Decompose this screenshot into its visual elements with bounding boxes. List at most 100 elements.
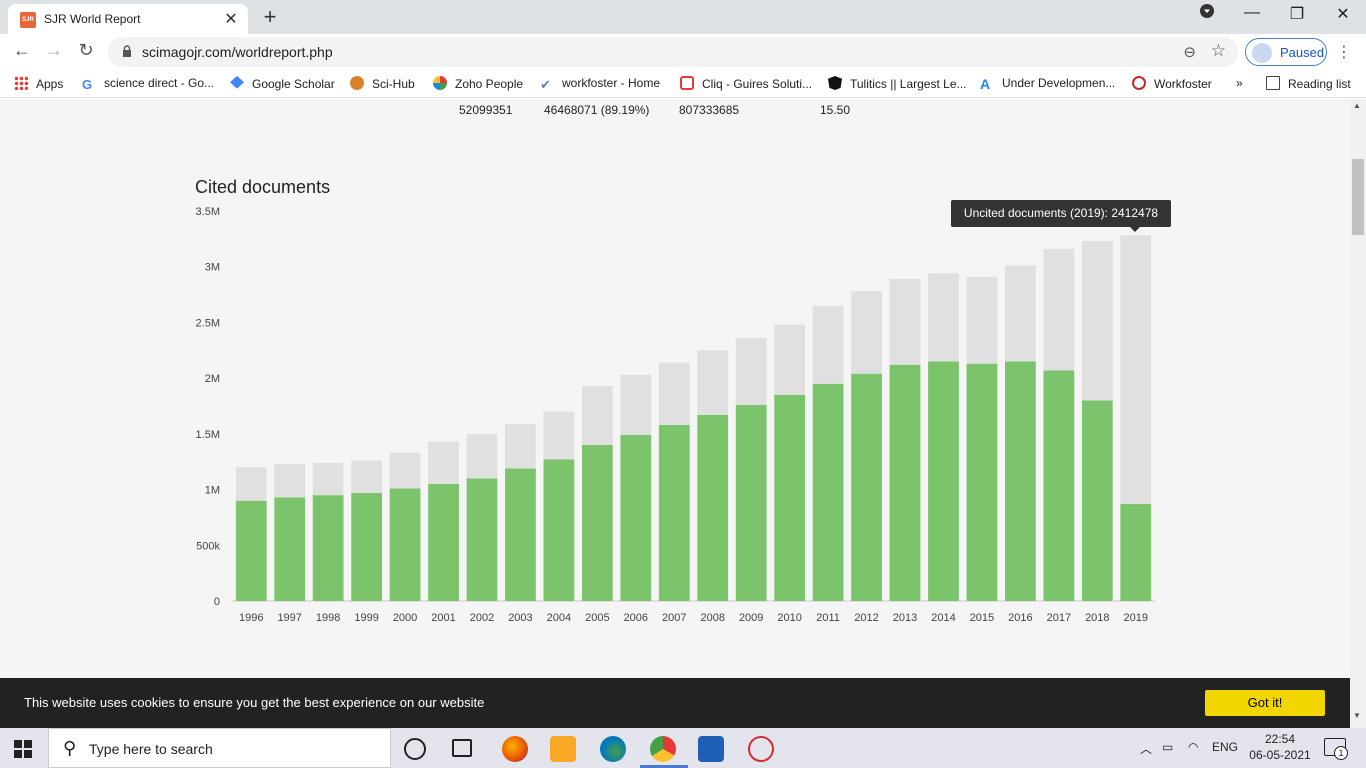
snipping-tool-icon[interactable] <box>748 736 774 762</box>
bar-uncited-2009[interactable] <box>735 338 767 405</box>
bar-cited-2018[interactable] <box>1081 400 1113 601</box>
task-view-icon[interactable] <box>452 739 472 757</box>
close-window-button[interactable]: ✕ <box>1336 6 1350 23</box>
clock-date[interactable]: 06-05-2021 <box>1249 748 1311 762</box>
back-icon[interactable]: ← <box>13 40 31 60</box>
bar-uncited-1998[interactable] <box>312 462 344 496</box>
windows-start-icon[interactable] <box>14 740 32 758</box>
bar-cited-2013[interactable] <box>889 364 921 601</box>
bar-cited-2012[interactable] <box>851 373 882 601</box>
bar-cited-2002[interactable] <box>466 478 498 601</box>
cookie-accept-button[interactable]: Got it! <box>1205 690 1325 716</box>
bar-cited-2016[interactable] <box>1005 361 1036 601</box>
bar-cited-2004[interactable] <box>543 459 575 601</box>
bar-uncited-2000[interactable] <box>389 452 421 489</box>
bar-cited-2003[interactable] <box>505 468 536 601</box>
bar-uncited-2008[interactable] <box>697 350 729 415</box>
bar-uncited-2016[interactable] <box>1005 265 1036 362</box>
close-tab-icon[interactable]: ✕ <box>224 11 238 28</box>
bar-cited-1996[interactable] <box>235 500 267 601</box>
bar-uncited-2018[interactable] <box>1081 241 1113 401</box>
more-menu-icon[interactable]: ⋮ <box>1336 44 1352 61</box>
bar-uncited-2011[interactable] <box>812 305 844 384</box>
bar-uncited-2001[interactable] <box>428 441 459 484</box>
bar-uncited-2010[interactable] <box>774 324 806 395</box>
bar-cited-2000[interactable] <box>389 488 421 601</box>
zoom-icon[interactable]: ⊖ <box>1183 44 1196 61</box>
bar-cited-2019[interactable] <box>1120 504 1152 601</box>
bar-cited-1999[interactable] <box>351 492 382 601</box>
bookmark-under-development[interactable]: A Under Developmen... <box>980 76 1115 92</box>
restore-button[interactable]: ❐ <box>1289 6 1305 23</box>
minimize-button[interactable]: — <box>1244 4 1260 21</box>
bookmark-star-icon[interactable]: ☆ <box>1210 41 1226 60</box>
edge-icon[interactable] <box>600 736 626 762</box>
bar-uncited-2014[interactable] <box>928 273 959 362</box>
bar-cited-1997[interactable] <box>274 497 306 601</box>
bar-uncited-2006[interactable] <box>620 374 652 435</box>
bar-uncited-2007[interactable] <box>658 362 690 425</box>
bar-uncited-1996[interactable] <box>235 467 267 501</box>
wifi-icon[interactable]: ◠ <box>1188 740 1199 754</box>
bar-uncited-2004[interactable] <box>543 411 575 460</box>
bar-cited-2006[interactable] <box>620 434 652 601</box>
word-icon[interactable] <box>698 736 724 762</box>
bar-uncited-1999[interactable] <box>351 460 382 493</box>
bar-uncited-2013[interactable] <box>889 278 921 365</box>
bar-uncited-2015[interactable] <box>966 276 998 364</box>
show-hidden-icons[interactable]: ︿ <box>1140 742 1153 756</box>
new-tab-button[interactable]: + <box>263 4 277 29</box>
page-scrollbar[interactable]: ▲ ▼ <box>1350 99 1366 728</box>
bookmark-label: Workfoster <box>1154 77 1212 91</box>
profile-button[interactable]: Paused <box>1245 38 1327 66</box>
battery-icon[interactable]: ▭ <box>1162 740 1174 754</box>
bar-cited-2008[interactable] <box>697 414 729 601</box>
reload-icon[interactable]: ↻ <box>78 40 94 60</box>
bookmark-google-scholar[interactable]: Google Scholar <box>230 76 335 91</box>
reading-list-button[interactable]: Reading list <box>1266 76 1351 91</box>
bar-cited-2007[interactable] <box>658 424 690 601</box>
bar-uncited-2003[interactable] <box>505 423 536 469</box>
bookmark-workfoster-home[interactable]: ✔ workfoster - Home <box>540 76 660 92</box>
bar-cited-2015[interactable] <box>966 363 998 601</box>
bar-uncited-2019[interactable] <box>1120 235 1152 505</box>
bar-cited-2005[interactable] <box>581 445 613 601</box>
language-indicator[interactable]: ENG <box>1212 740 1239 754</box>
address-bar[interactable]: scimagojr.com/worldreport.php ⊖ ☆ <box>108 37 1238 67</box>
scroll-down-icon[interactable]: ▼ <box>1353 711 1361 720</box>
firefox-icon[interactable] <box>502 736 528 762</box>
bookmark-workfoster[interactable]: Workfoster <box>1132 76 1212 91</box>
bar-uncited-1997[interactable] <box>274 463 306 498</box>
bookmark-cliq[interactable]: Cliq - Guires Soluti... <box>680 76 812 91</box>
x-tick-label: 2012 <box>854 612 878 624</box>
chrome-icon[interactable] <box>650 736 676 762</box>
profile-menu-icon[interactable] <box>1195 4 1219 23</box>
bookmark-sci-hub[interactable]: Sci-Hub <box>350 76 415 91</box>
bar-cited-2009[interactable] <box>735 404 767 601</box>
bookmarks-overflow-button[interactable]: » <box>1236 76 1243 90</box>
url-text: scimagojr.com/worldreport.php <box>142 44 333 60</box>
check-icon: ✔ <box>540 77 551 92</box>
scrollbar-thumb[interactable] <box>1352 159 1364 235</box>
bookmark-zoho-people[interactable]: Zoho People <box>433 76 523 91</box>
bar-uncited-2017[interactable] <box>1043 248 1075 371</box>
bar-cited-2011[interactable] <box>812 383 844 601</box>
bar-cited-2017[interactable] <box>1043 370 1075 601</box>
taskbar-search-box[interactable]: ⚲ Type here to search <box>48 728 391 768</box>
bar-cited-1998[interactable] <box>312 495 344 601</box>
bar-cited-2010[interactable] <box>774 394 806 601</box>
tab-sjr-world-report[interactable]: SJR SJR World Report ✕ <box>8 4 248 34</box>
file-explorer-icon[interactable] <box>550 736 576 762</box>
bookmark-apps[interactable]: Apps <box>14 76 63 91</box>
bar-cited-2001[interactable] <box>428 484 459 601</box>
bar-uncited-2005[interactable] <box>581 385 613 445</box>
bar-cited-2014[interactable] <box>928 361 959 601</box>
clock-time[interactable]: 22:54 <box>1264 732 1296 746</box>
bar-uncited-2012[interactable] <box>851 291 882 374</box>
bar-uncited-2002[interactable] <box>466 433 498 479</box>
forward-icon[interactable]: → <box>45 40 63 60</box>
cortana-icon[interactable] <box>404 738 426 760</box>
scroll-up-icon[interactable]: ▲ <box>1353 101 1361 110</box>
bookmark-tulitics[interactable]: Tulitics || Largest Le... <box>828 76 967 91</box>
